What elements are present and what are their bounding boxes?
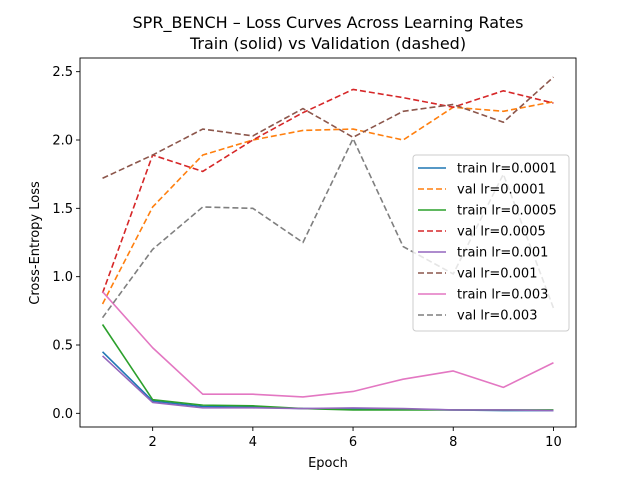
y-tick-label: 2.0 [52, 134, 73, 149]
axes-layer: 2 4 6 8 10 0.0 0.5 1.0 1.5 2.0 2.5 [52, 57, 577, 450]
series-line-3 [101, 88, 554, 294]
plot-frame [79, 57, 577, 428]
legend-label: val lr=0.001 [457, 267, 537, 282]
y-tick-label: 1.5 [52, 202, 73, 217]
x-axis-title: Epoch [308, 456, 348, 471]
legend-box [412, 154, 570, 332]
chart-subtitle: Train (solid) vs Validation (dashed) [189, 34, 466, 53]
legend-label: val lr=0.0005 [457, 225, 546, 240]
x-tick-label: 8 [449, 435, 457, 450]
series-layer [101, 76, 555, 412]
y-tick-label: 1.0 [52, 270, 73, 285]
legend-label: train lr=0.003 [457, 288, 548, 303]
x-tick-label: 10 [545, 435, 562, 450]
x-tick-label: 6 [349, 435, 357, 450]
series-line-4 [102, 355, 554, 412]
legend-label: val lr=0.003 [457, 309, 537, 324]
x-tick-label: 4 [249, 435, 257, 450]
legend: train lr=0.0001 val lr=0.0001 train lr=0.0… [412, 154, 570, 332]
x-tick-label: 2 [149, 435, 157, 450]
series-line-1 [101, 100, 554, 305]
chart-title: SPR_BENCH – Loss Curves Across Learning … [133, 13, 524, 33]
legend-label: train lr=0.001 [457, 246, 548, 261]
y-tick-label: 2.5 [52, 65, 73, 80]
series-line-6 [101, 291, 554, 398]
legend-label: train lr=0.0001 [457, 162, 557, 177]
legend-label: val lr=0.0001 [457, 183, 546, 198]
y-tick-label: 0.0 [52, 407, 73, 422]
series-line-5 [102, 76, 554, 179]
y-axis-title: Cross-Entropy Loss [28, 181, 43, 305]
y-tick-label: 0.5 [52, 339, 73, 354]
legend-label: train lr=0.0005 [457, 204, 557, 219]
